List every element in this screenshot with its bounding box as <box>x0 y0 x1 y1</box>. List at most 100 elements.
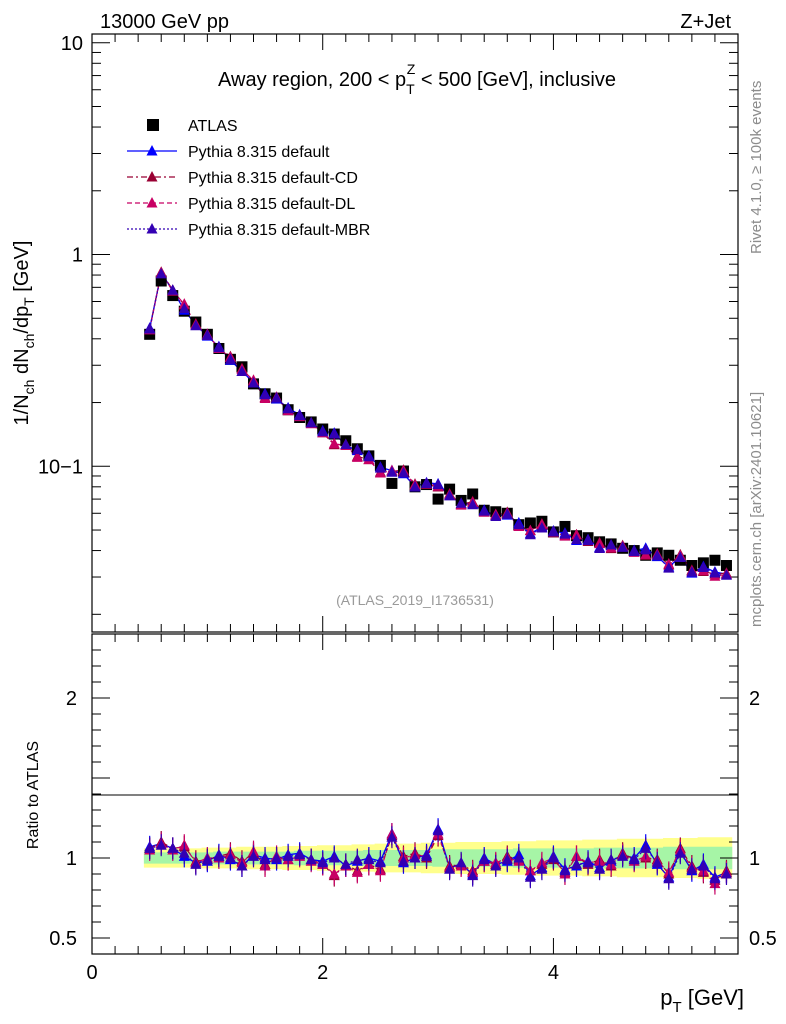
ratio-marker-mbr <box>674 847 686 858</box>
main-marker-mbr <box>351 443 363 455</box>
main-marker-mbr <box>605 538 617 550</box>
ratio-y-tick-label-left: 1 <box>66 848 77 870</box>
atlas-point <box>386 477 398 489</box>
main-data <box>144 266 732 581</box>
ratio-marker-mbr <box>697 860 709 871</box>
main-marker-mbr <box>594 542 606 553</box>
ratio-marker-mbr <box>236 860 248 871</box>
ratio-marker-mbr <box>271 852 283 863</box>
x-tick-label: 2 <box>317 962 328 984</box>
main-marker-mbr <box>547 525 559 537</box>
ratio-marker-mbr <box>617 850 629 861</box>
main-marker-mbr <box>397 466 409 478</box>
ratio-marker-mbr <box>363 853 375 865</box>
main-marker-mbr <box>571 533 582 544</box>
ratio-marker-dl <box>351 866 363 877</box>
legend-label: Pythia 8.315 default-CD <box>188 170 358 187</box>
ratio-marker-mbr <box>386 831 398 842</box>
ratio-panel: 2 2 1 1 0.5 0.5 0 2 4 Ratio to ATLAS pT [GeV] <box>25 633 777 1016</box>
ratio-y-tick-label-right: 2 <box>749 688 760 710</box>
legend-label: Pythia 8.315 default-MBR <box>188 222 370 239</box>
main-marker-mbr <box>271 392 283 403</box>
ratio-marker-mbr <box>651 856 663 868</box>
ratio-marker-mbr <box>559 864 571 876</box>
main-marker-mbr <box>582 534 594 546</box>
main-line-mbr <box>149 272 727 576</box>
main-ticks <box>91 34 738 632</box>
legend-marker-default <box>146 145 158 156</box>
main-marker-mbr <box>720 569 732 580</box>
legend: ATLAS Pythia 8.315 default Pythia 8.315 de… <box>127 118 370 239</box>
main-title-sub: T <box>406 81 415 97</box>
legend-marker-mbr <box>146 223 158 234</box>
main-marker-mbr <box>224 353 236 364</box>
y-tick-label: 10 <box>61 33 83 55</box>
x-axis-label: pT [GeV] <box>660 985 744 1016</box>
ratio-marker-mbr <box>663 872 675 884</box>
ratio-marker-mbr <box>490 860 502 871</box>
ratio-marker-mbr <box>213 850 225 861</box>
main-marker-mbr <box>697 561 709 573</box>
ratio-ticks <box>91 633 738 954</box>
ratio-marker-mbr <box>409 852 421 863</box>
main-marker-mbr <box>259 388 271 400</box>
main-marker-mbr <box>478 505 490 516</box>
ratio-marker-mbr <box>190 858 202 869</box>
main-marker-mbr <box>282 402 294 414</box>
main-marker-mbr <box>363 450 375 462</box>
legend-marker-cd <box>146 171 158 182</box>
main-marker-mbr <box>155 267 167 279</box>
main-marker-mbr <box>501 508 513 519</box>
main-marker-mbr <box>328 428 340 439</box>
main-marker-mbr <box>178 302 190 313</box>
main-marker-mbr <box>709 567 721 578</box>
main-marker-mbr <box>513 518 525 530</box>
ratio-y-axis-label: Ratio to ATLAS <box>25 741 42 849</box>
ratio-marker-mbr <box>294 848 306 860</box>
ratio-marker-mbr <box>328 852 340 863</box>
ratio-marker-mbr <box>432 824 444 836</box>
main-marker-mbr <box>536 521 548 533</box>
ratio-marker-mbr <box>547 852 559 863</box>
ratio-marker-mbr <box>201 853 213 865</box>
energy-label: 13000 GeV pp <box>100 11 229 33</box>
ratio-marker-mbr <box>640 842 652 853</box>
ratio-tick-labels: 2 2 1 1 0.5 0.5 0 2 4 <box>49 688 777 984</box>
legend-atlas-marker <box>147 119 159 131</box>
main-line-cd <box>149 270 727 575</box>
ratio-data <box>144 818 732 895</box>
main-marker-mbr <box>640 543 652 555</box>
ratio-marker-mbr <box>351 853 363 865</box>
main-marker-dl <box>351 451 363 462</box>
ratio-marker-mbr <box>248 850 259 861</box>
main-marker-mbr <box>617 541 629 552</box>
ratio-marker-mbr <box>628 853 640 865</box>
main-title-sup: Z <box>407 61 416 77</box>
ratio-marker-mbr <box>167 842 179 853</box>
ratio-marker-mbr <box>282 850 294 861</box>
ratio-marker-mbr <box>536 863 548 874</box>
y-tick-label: 1 <box>72 245 83 267</box>
main-marker-mbr <box>432 478 444 490</box>
ratio-marker-mbr <box>594 863 606 874</box>
ratio-marker-mbr <box>444 863 456 874</box>
main-marker-mbr <box>317 425 329 437</box>
ratio-marker-mbr <box>582 856 594 868</box>
source-label: mcplots.cern.ch [arXiv:2401.10621] <box>748 392 765 627</box>
ratio-marker-mbr <box>374 856 386 868</box>
ratio-y-tick-label-left: 2 <box>66 688 77 710</box>
ratio-marker-mbr <box>155 839 167 850</box>
x-axis-label-rest: [GeV] <box>682 985 744 1010</box>
atlas-point <box>709 554 721 566</box>
ratio-y-tick-label-right: 0.5 <box>749 928 777 950</box>
ratio-marker-mbr <box>224 852 236 863</box>
main-marker-mbr <box>421 477 433 489</box>
analysis-id: (ATLAS_2019_I1736531) <box>336 592 494 608</box>
x-axis-label-sub: T <box>672 999 681 1016</box>
legend-label: Pythia 8.315 default <box>188 144 330 161</box>
ratio-marker-mbr <box>720 868 732 879</box>
main-marker-mbr <box>490 510 502 521</box>
ratio-line-dl <box>149 832 727 885</box>
main-line-default <box>149 271 727 575</box>
